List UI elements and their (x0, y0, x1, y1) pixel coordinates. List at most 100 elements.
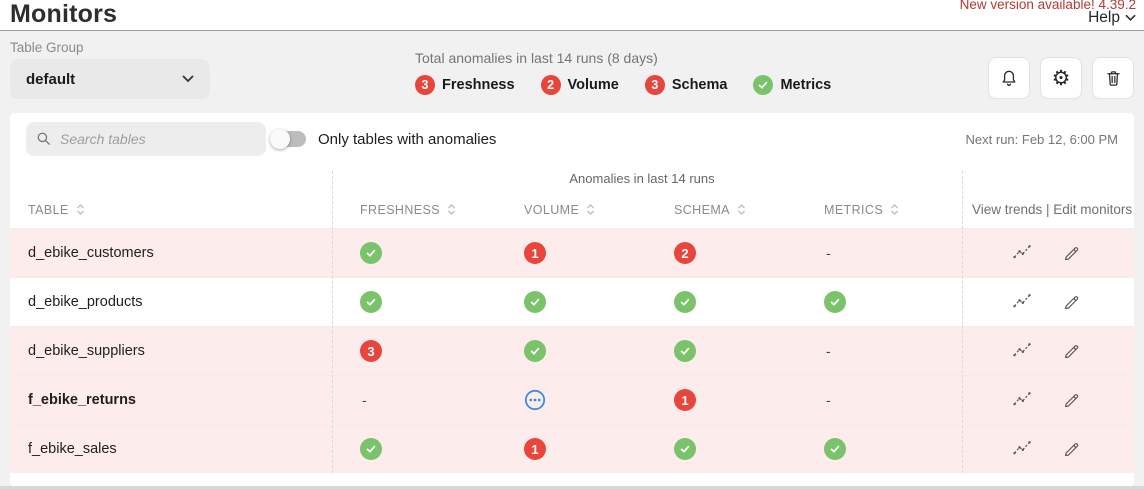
summary-item-volume: 2 Volume (540, 75, 619, 95)
anomaly-count-badge[interactable]: 1 (524, 242, 546, 264)
delete-button[interactable] (1092, 57, 1134, 99)
table-name: f_ebike_returns (28, 392, 136, 408)
search-box[interactable] (26, 122, 266, 156)
ok-icon[interactable] (674, 438, 696, 460)
schema-count-badge: 3 (644, 75, 665, 95)
volume-count-badge: 2 (540, 75, 561, 95)
view-trends-icon[interactable] (1012, 439, 1032, 459)
anomaly-count-badge[interactable]: 1 (674, 389, 696, 411)
column-header-volume[interactable]: VOLUME (496, 203, 646, 217)
table-row[interactable]: f_ebike_returns - 1 - (10, 375, 1134, 424)
summary-label: Freshness (442, 77, 515, 93)
no-data-dash: - (826, 392, 831, 408)
toggle-knob (270, 129, 290, 149)
anomaly-count-badge[interactable]: 3 (360, 340, 382, 362)
volume-cell (496, 291, 646, 313)
chevron-down-icon (1125, 14, 1136, 22)
row-actions (952, 341, 1134, 361)
table-row[interactable]: d_ebike_customers 1 2 - (10, 228, 1134, 277)
schema-cell: 1 (646, 389, 796, 411)
view-trends-icon[interactable] (1012, 292, 1032, 312)
page-title: Monitors (10, 0, 118, 28)
column-header-row: TABLE FRESHNESS VOLUME SCHEMA METRICS Vi… (10, 191, 1134, 228)
view-trends-icon[interactable] (1012, 341, 1032, 361)
table-name: d_ebike_suppliers (28, 343, 145, 359)
ok-icon[interactable] (360, 438, 382, 460)
metrics-cell: - (796, 392, 952, 408)
help-label: Help (1088, 9, 1120, 26)
anomalies-only-toggle[interactable] (270, 129, 306, 149)
table-name: d_ebike_products (28, 294, 143, 310)
search-icon (36, 131, 52, 147)
table-group-dropdown[interactable]: default (10, 59, 210, 99)
edit-monitors-icon[interactable] (1062, 440, 1081, 459)
ok-icon[interactable] (524, 291, 546, 313)
anomaly-count-badge[interactable]: 1 (524, 438, 546, 460)
view-trends-icon[interactable] (1012, 243, 1032, 263)
no-data-dash: - (362, 392, 367, 408)
metrics-cell: - (796, 245, 952, 261)
metrics-cell (796, 291, 952, 313)
anomaly-summary: Total anomalies in last 14 runs (8 days)… (415, 50, 831, 95)
freshness-count-badge: 3 (415, 75, 435, 95)
edit-monitors-icon[interactable] (1062, 391, 1081, 410)
summary-item-metrics: Metrics (753, 75, 831, 95)
schema-cell: 2 (646, 242, 796, 264)
anomaly-count-badge[interactable]: 2 (674, 242, 696, 264)
freshness-cell: - (332, 392, 496, 408)
table-row[interactable]: f_ebike_sales 1 (10, 424, 1134, 473)
table-toolbar: Only tables with anomalies Next run: Feb… (10, 113, 1134, 165)
next-run-text: Next run: Feb 12, 6:00 PM (965, 131, 1118, 147)
pending-run-icon[interactable] (524, 389, 546, 411)
sort-icon (447, 203, 456, 216)
volume-cell: 1 (496, 242, 646, 264)
search-input[interactable] (60, 131, 240, 147)
anomalies-group-header: Anomalies in last 14 runs (569, 170, 715, 186)
row-actions (952, 243, 1134, 263)
action-buttons: ⚙ (988, 57, 1134, 99)
row-actions (952, 292, 1134, 312)
ok-icon[interactable] (824, 291, 846, 313)
table-group-value: default (26, 70, 76, 88)
edit-monitors-icon[interactable] (1062, 342, 1081, 361)
ok-icon[interactable] (824, 438, 846, 460)
sort-icon (890, 203, 899, 216)
table-row[interactable]: d_ebike_products (10, 277, 1134, 326)
column-header-schema[interactable]: SCHEMA (646, 203, 796, 217)
freshness-cell (332, 242, 496, 264)
help-menu[interactable]: Help (1088, 9, 1136, 27)
sort-icon (76, 203, 85, 216)
bottom-scroll-strip[interactable] (0, 486, 1144, 489)
summary-label: Metrics (780, 77, 832, 93)
row-actions (952, 439, 1134, 459)
column-header-table[interactable]: TABLE (10, 203, 332, 217)
ok-icon[interactable] (360, 291, 382, 313)
row-actions (952, 390, 1134, 410)
settings-button[interactable]: ⚙ (1040, 57, 1082, 99)
chevron-down-icon (182, 75, 194, 83)
freshness-cell (332, 291, 496, 313)
schema-cell (646, 438, 796, 460)
view-trends-icon[interactable] (1012, 390, 1032, 410)
edit-monitors-icon[interactable] (1062, 293, 1081, 312)
edit-monitors-icon[interactable] (1062, 244, 1081, 263)
summary-label: Schema (671, 77, 728, 93)
ok-icon[interactable] (524, 340, 546, 362)
table-name: f_ebike_sales (28, 441, 117, 457)
ok-icon[interactable] (360, 242, 382, 264)
notifications-button[interactable] (988, 57, 1030, 99)
column-header-metrics[interactable]: METRICS (796, 203, 952, 217)
anomalies-only-label: Only tables with anomalies (318, 130, 497, 148)
ok-icon[interactable] (674, 291, 696, 313)
table-row[interactable]: d_ebike_suppliers 3 - (10, 326, 1134, 375)
summary-item-schema: 3 Schema (644, 75, 728, 95)
no-data-dash: - (826, 245, 831, 261)
freshness-cell (332, 438, 496, 460)
ok-icon[interactable] (674, 340, 696, 362)
version-banner[interactable]: New version available! 4.39.2 (959, 0, 1136, 12)
table-name: d_ebike_customers (28, 245, 154, 261)
volume-cell (496, 389, 646, 411)
column-header-actions: View trends | Edit monitors (972, 202, 1133, 217)
column-header-freshness[interactable]: FRESHNESS (332, 203, 496, 217)
metrics-cell: - (796, 343, 952, 359)
